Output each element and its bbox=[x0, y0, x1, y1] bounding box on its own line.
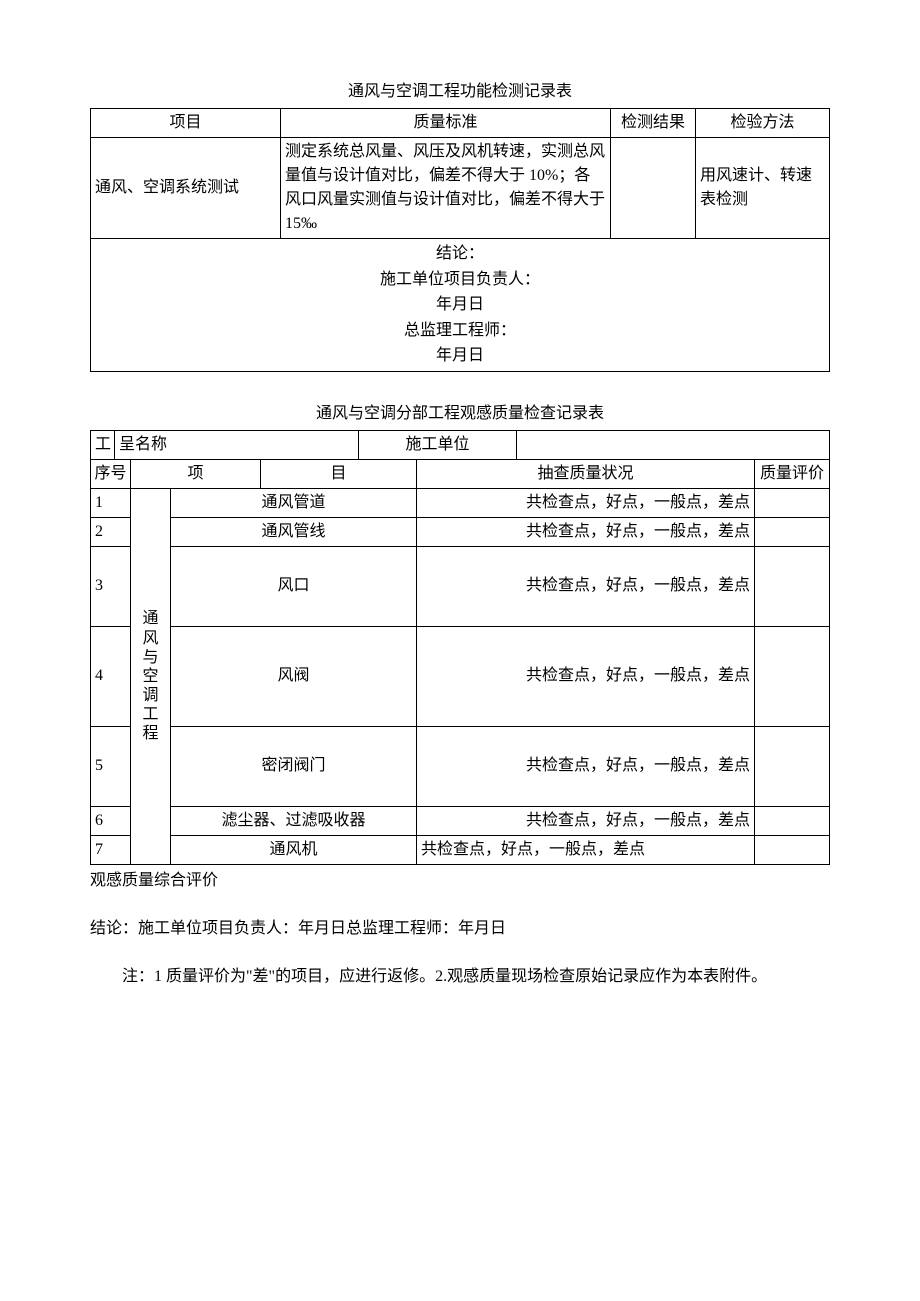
table2-title: 通风与空调分部工程观感质量检查记录表 bbox=[90, 402, 830, 426]
cell-method: 用风速计、转速表检测 bbox=[696, 138, 830, 239]
row-item: 通风管道 bbox=[171, 488, 417, 517]
table-row: 7 通风机 共检查点，好点，一般点，差点 bbox=[91, 835, 830, 864]
footer-note: 注：1 质量评价为"差"的项目，应进行返修。2.观感质量现场检查原始记录应作为本… bbox=[90, 965, 830, 989]
row-num: 5 bbox=[91, 726, 131, 806]
th-result: 检测结果 bbox=[611, 109, 696, 138]
t2-unit-value bbox=[517, 430, 830, 459]
table1-conclusion-row: 结论： 施工单位项目负责人： 年月日 总监理工程师： 年月日 bbox=[91, 239, 830, 372]
row-eval bbox=[755, 626, 830, 726]
eval-summary: 观感质量综合评价 bbox=[90, 869, 830, 893]
conclusion-l4: 总监理工程师： bbox=[95, 318, 825, 344]
table-row: 3 风口 共检查点，好点，一般点，差点 bbox=[91, 546, 830, 626]
category-cell: 通风与空调工程 bbox=[131, 488, 171, 864]
t2-seq: 序号 bbox=[91, 459, 131, 488]
t2-xiang: 项 bbox=[131, 459, 261, 488]
row-item: 通风管线 bbox=[171, 517, 417, 546]
cell-item: 通风、空调系统测试 bbox=[91, 138, 281, 239]
cell-standard: 测定系统总风量、风压及风机转速，实测总风量值与设计值对比，偏差不得大于 10%；… bbox=[281, 138, 611, 239]
t2-mu: 目 bbox=[261, 459, 417, 488]
table-row: 5 密闭阀门 共检查点，好点，一般点，差点 bbox=[91, 726, 830, 806]
row-eval bbox=[755, 517, 830, 546]
row-status: 共检查点，好点，一般点，差点 bbox=[417, 726, 755, 806]
row-num: 7 bbox=[91, 835, 131, 864]
quality-check-table: 工 呈名称 施工单位 序号 项 目 抽查质量状况 质量评价 1 通风与空调工程 … bbox=[90, 430, 830, 865]
row-num: 6 bbox=[91, 806, 131, 835]
row-num: 1 bbox=[91, 488, 131, 517]
t2-unit-label: 施工单位 bbox=[359, 430, 517, 459]
table1-header-row: 项目 质量标准 检测结果 检验方法 bbox=[91, 109, 830, 138]
th-standard: 质量标准 bbox=[281, 109, 611, 138]
row-eval bbox=[755, 546, 830, 626]
row-status: 共检查点，好点，一般点，差点 bbox=[417, 517, 755, 546]
table-row: 4 风阀 共检查点，好点，一般点，差点 bbox=[91, 626, 830, 726]
row-item: 风阀 bbox=[171, 626, 417, 726]
conclusion-l3: 年月日 bbox=[95, 292, 825, 318]
row-status: 共检查点，好点，一般点，差点 bbox=[417, 806, 755, 835]
table-row: 6 滤尘器、过滤吸收器 共检查点，好点，一般点，差点 bbox=[91, 806, 830, 835]
th-method: 检验方法 bbox=[696, 109, 830, 138]
t2-cheng: 呈名称 bbox=[115, 430, 359, 459]
table-row: 1 通风与空调工程 通风管道 共检查点，好点，一般点，差点 bbox=[91, 488, 830, 517]
t2-header-row2: 序号 项 目 抽查质量状况 质量评价 bbox=[91, 459, 830, 488]
conclusion-l2: 施工单位项目负责人： bbox=[95, 267, 825, 293]
row-num: 4 bbox=[91, 626, 131, 726]
row-status: 共检查点，好点，一般点，差点 bbox=[417, 626, 755, 726]
t2-gong: 工 bbox=[91, 430, 115, 459]
th-item: 项目 bbox=[91, 109, 281, 138]
row-item: 密闭阀门 bbox=[171, 726, 417, 806]
row-item: 滤尘器、过滤吸收器 bbox=[171, 806, 417, 835]
table1-data-row: 通风、空调系统测试 测定系统总风量、风压及风机转速，实测总风量值与设计值对比，偏… bbox=[91, 138, 830, 239]
row-item: 风口 bbox=[171, 546, 417, 626]
cell-result bbox=[611, 138, 696, 239]
row-eval bbox=[755, 806, 830, 835]
row-num: 3 bbox=[91, 546, 131, 626]
conclusion-cell: 结论： 施工单位项目负责人： 年月日 总监理工程师： 年月日 bbox=[91, 239, 830, 372]
row-status: 共检查点，好点，一般点，差点 bbox=[417, 835, 755, 864]
conclusion-l5: 年月日 bbox=[95, 343, 825, 369]
row-status: 共检查点，好点，一般点，差点 bbox=[417, 488, 755, 517]
row-eval bbox=[755, 726, 830, 806]
conclusion-l1: 结论： bbox=[95, 241, 825, 267]
t2-status: 抽查质量状况 bbox=[417, 459, 755, 488]
row-eval bbox=[755, 488, 830, 517]
row-num: 2 bbox=[91, 517, 131, 546]
t2-header-row1: 工 呈名称 施工单位 bbox=[91, 430, 830, 459]
row-eval bbox=[755, 835, 830, 864]
row-status: 共检查点，好点，一般点，差点 bbox=[417, 546, 755, 626]
t2-eval: 质量评价 bbox=[755, 459, 830, 488]
table-row: 2 通风管线 共检查点，好点，一般点，差点 bbox=[91, 517, 830, 546]
inspection-record-table: 项目 质量标准 检测结果 检验方法 通风、空调系统测试 测定系统总风量、风压及风… bbox=[90, 108, 830, 372]
table1-title: 通风与空调工程功能检测记录表 bbox=[90, 80, 830, 104]
footer-conclusion: 结论：施工单位项目负责人：年月日总监理工程师：年月日 bbox=[90, 917, 830, 941]
row-item: 通风机 bbox=[171, 835, 417, 864]
